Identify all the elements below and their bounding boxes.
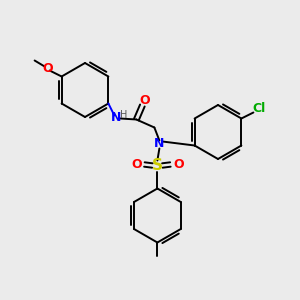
Text: Cl: Cl [253, 102, 266, 115]
Text: S: S [152, 158, 163, 173]
Text: N: N [111, 111, 122, 124]
Text: N: N [154, 137, 165, 150]
Text: O: O [42, 62, 53, 75]
Text: O: O [131, 158, 142, 171]
Text: H: H [120, 110, 127, 119]
Text: O: O [139, 94, 150, 107]
Text: O: O [173, 158, 184, 171]
